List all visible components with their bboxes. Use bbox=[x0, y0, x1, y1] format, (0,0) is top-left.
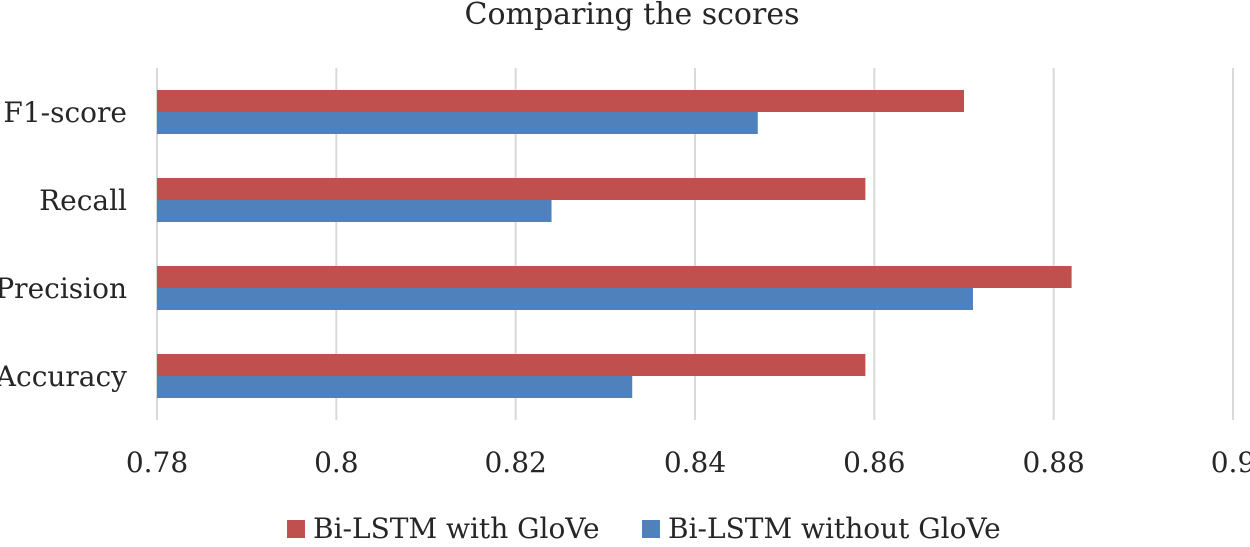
x-tick-label: 0.8 bbox=[314, 446, 359, 479]
x-tick-label: 0.84 bbox=[664, 446, 726, 479]
bar-without-glove bbox=[157, 288, 973, 310]
category-label: Accuracy bbox=[0, 360, 127, 393]
category-labels: F1-score Recall Precision Accuracy bbox=[0, 96, 127, 393]
category-label: Recall bbox=[39, 184, 127, 217]
bar-with-glove bbox=[157, 354, 866, 376]
x-tick-labels: 0.78 0.8 0.82 0.84 0.86 0.88 0.9 bbox=[126, 446, 1250, 479]
bar-without-glove bbox=[157, 376, 633, 398]
x-tick-label: 0.78 bbox=[126, 446, 188, 479]
bar-with-glove bbox=[157, 266, 1072, 288]
x-tick-label: 0.88 bbox=[1022, 446, 1084, 479]
category-label: F1-score bbox=[3, 96, 127, 129]
bars bbox=[157, 90, 1072, 398]
bar-without-glove bbox=[157, 200, 552, 222]
chart-title: Comparing the scores bbox=[465, 0, 800, 32]
legend: Bi-LSTM with GloVe Bi-LSTM without GloVe bbox=[287, 512, 1001, 545]
x-tick-label: 0.86 bbox=[843, 446, 905, 479]
category-label: Precision bbox=[0, 272, 127, 305]
legend-label: Bi-LSTM with GloVe bbox=[313, 512, 600, 542]
bar-with-glove bbox=[157, 90, 964, 112]
x-tick-label: 0.9 bbox=[1211, 446, 1250, 479]
legend-swatch bbox=[642, 520, 660, 538]
bar-with-glove bbox=[157, 178, 866, 200]
legend-label: Bi-LSTM without GloVe bbox=[668, 512, 1001, 542]
legend-swatch bbox=[287, 520, 305, 538]
bar-without-glove bbox=[157, 112, 758, 134]
x-tick-label: 0.82 bbox=[484, 446, 546, 479]
